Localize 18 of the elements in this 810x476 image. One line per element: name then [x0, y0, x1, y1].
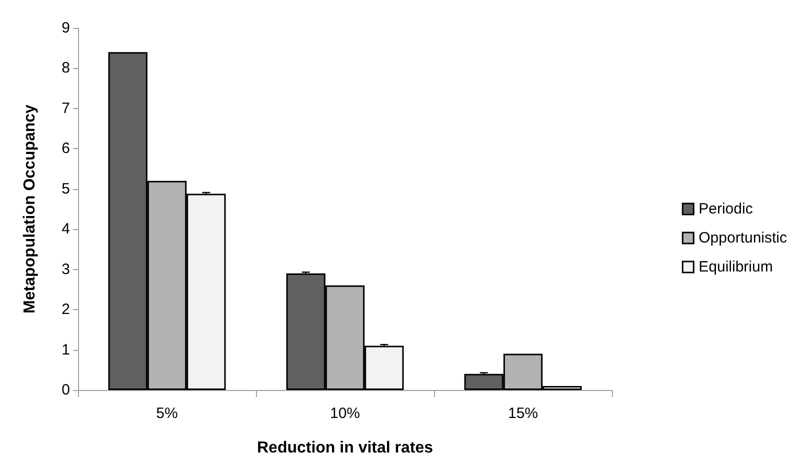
y-tick-label: 9 [62, 20, 70, 36]
legend-label: Periodic [698, 200, 754, 218]
y-tick-label: 6 [62, 140, 70, 158]
y-tick-label: 0 [62, 382, 70, 398]
x-axis-title: Reduction in vital rates [256, 440, 434, 456]
legend-label: Opportunistic [698, 230, 788, 246]
y-tick-label: 8 [62, 60, 70, 77]
legend-label: Equilibrium [698, 258, 773, 276]
y-axis-title: Metapopulation Occupancy [22, 104, 38, 314]
y-tick-label: 4 [62, 220, 70, 238]
x-tick-label: 15% [508, 405, 538, 422]
x-tick-label: 10% [330, 405, 360, 422]
x-tick-label: 5% [156, 405, 178, 422]
y-tick-label: 1 [62, 341, 70, 358]
y-tick-label: 5 [62, 180, 70, 198]
y-tick-label: 7 [62, 100, 70, 117]
y-tick-label: 3 [62, 260, 70, 278]
y-tick-label: 2 [62, 301, 70, 318]
